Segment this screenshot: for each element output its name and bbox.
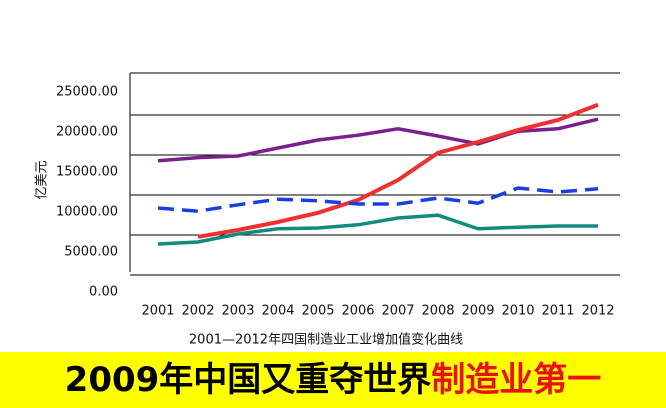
x-tick-label: 2003: [221, 304, 254, 319]
x-tick-label: 2001: [141, 304, 174, 319]
y-axis-label: 亿美元: [35, 160, 50, 199]
x-tick-label: 2006: [341, 304, 374, 319]
chart-caption: 2001—2012年四国制造业工业增加值变化曲线: [189, 332, 463, 348]
banner-highlight: 制造业第一: [431, 360, 602, 400]
series-line: [157, 213, 598, 246]
x-tick-label: 2002: [181, 304, 214, 319]
series-line: [197, 102, 599, 239]
series-line: [157, 117, 599, 163]
x-tick-label: 2010: [501, 304, 534, 319]
banner: 2009年中国又重夺世界制造业第一: [0, 352, 666, 408]
y-tick-label: 0.00: [89, 285, 118, 300]
banner-text: 2009年中国又重夺世界: [64, 360, 432, 400]
x-tick-label: 2012: [581, 304, 614, 319]
y-tick-label: 15000.00: [56, 165, 118, 180]
series-line: [157, 186, 599, 213]
x-tick-label: 2004: [261, 304, 294, 319]
x-tick-label: 2009: [461, 304, 494, 319]
x-tick-label: 2011: [541, 304, 574, 319]
x-tick-label: 2007: [381, 304, 414, 319]
y-tick-label: 25000.00: [56, 85, 118, 100]
y-tick-label: 20000.00: [56, 125, 118, 140]
y-tick-label: 10000.00: [56, 205, 118, 220]
chart: 亿美元 2001—2012年四国制造业工业增加值变化曲线 0.00 5000.00…: [35, 72, 620, 348]
y-tick-label: 5000.00: [64, 245, 118, 260]
x-tick-label: 2005: [301, 304, 334, 319]
x-tick-label: 2008: [421, 304, 454, 319]
